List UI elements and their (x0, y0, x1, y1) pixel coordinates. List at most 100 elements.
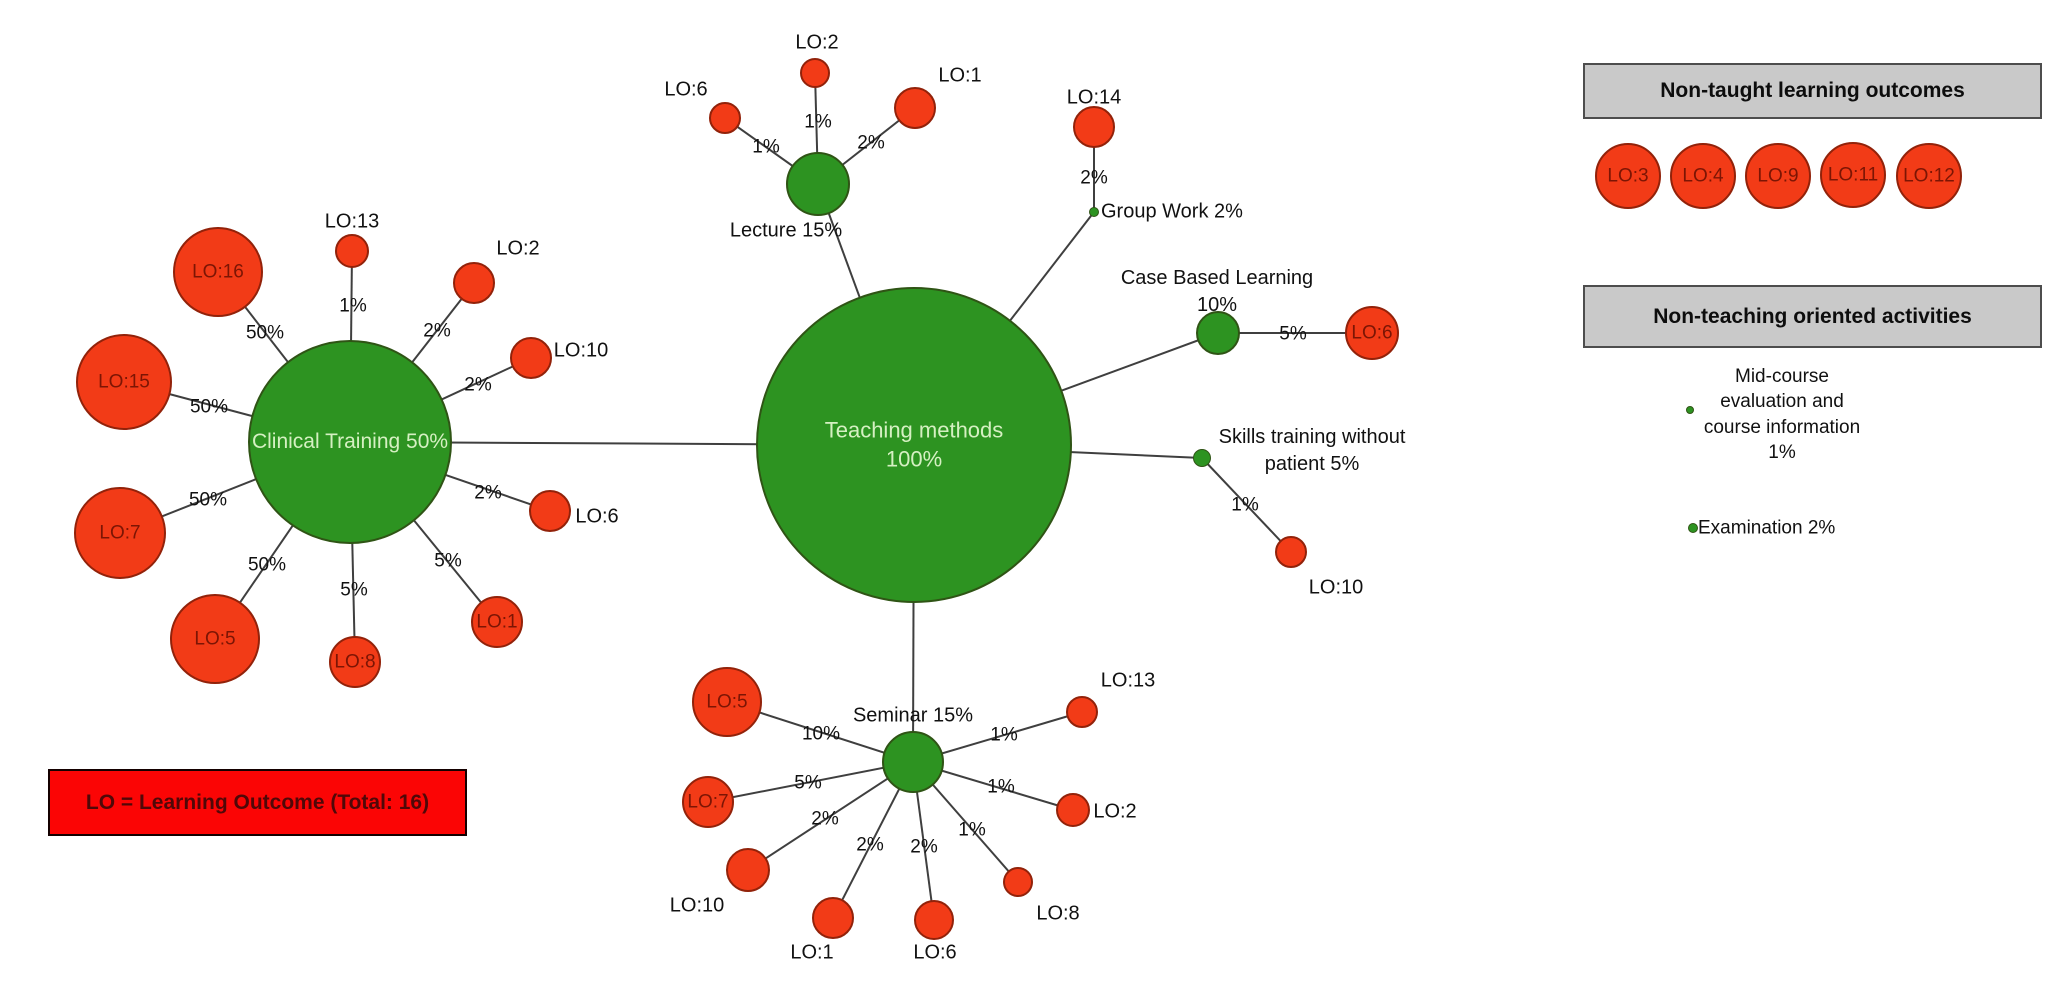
label-seminar-lo1: LO:1 (790, 941, 834, 964)
node-skills (1193, 449, 1211, 467)
node-cbl-lo6 (1345, 306, 1399, 360)
edge-seminar-lo7 (707, 761, 914, 803)
node-lecture-lo2 (800, 58, 830, 88)
non-taught-circle-lo11 (1820, 142, 1886, 208)
edge-label-clinical-lo7: 50% (188, 489, 228, 511)
label-clinical-lo7: LO:7 (99, 522, 141, 544)
edge-label-clinical-lo1: 5% (434, 550, 462, 572)
edge-label-lecture-lo6: 1% (752, 136, 780, 158)
node-clinical-lo7 (74, 487, 166, 579)
edge-label-lecture-lo2: 1% (804, 111, 832, 133)
edge-label-seminar-lo13: 1% (990, 724, 1018, 746)
activity-dot-0 (1686, 406, 1694, 414)
edge-label-clinical-lo16: 50% (245, 322, 285, 344)
label-cbl: Case Based Learning 10% (1120, 267, 1314, 316)
node-skills-lo10 (1275, 536, 1307, 568)
node-seminar-lo2 (1056, 793, 1090, 827)
label-clinical-lo6: LO:6 (575, 505, 619, 528)
label-teaching: Teaching methods 100% (824, 417, 1004, 472)
node-groupwork (1089, 207, 1099, 217)
node-seminar-lo5 (692, 667, 762, 737)
node-lecture (786, 152, 850, 216)
non-taught-header: Non-taught learning outcomes (1583, 63, 2042, 119)
label-clinical-lo8: LO:8 (334, 651, 376, 673)
node-clinical-lo16 (173, 227, 263, 317)
node-seminar-lo10 (726, 848, 770, 892)
edge-skills-lo10 (1201, 457, 1292, 553)
label-seminar-lo8: LO:8 (1036, 902, 1080, 925)
non-taught-circle-lo9 (1745, 143, 1811, 209)
label-seminar-lo13: LO:13 (1100, 669, 1156, 692)
label-clinical-lo13: LO:13 (324, 210, 380, 233)
label-clinical-lo16: LO:16 (192, 261, 244, 283)
non-taught-label-lo9: LO:9 (1757, 165, 1799, 187)
non-taught-circle-lo4 (1670, 143, 1736, 209)
node-clinical-lo6 (529, 490, 571, 532)
label-groupwork-lo14: LO:14 (1066, 86, 1122, 109)
non-taught-label-lo4: LO:4 (1682, 165, 1724, 187)
edge-label-seminar-lo10: 2% (811, 808, 839, 830)
edge-label-seminar-lo8: 1% (958, 819, 986, 841)
edge-label-groupwork-lo14: 2% (1080, 167, 1108, 189)
activity-label-1: Examination 2% (1698, 517, 1836, 539)
edge-label-seminar-lo6: 2% (910, 836, 938, 858)
edge-label-seminar-lo5: 10% (801, 723, 841, 745)
node-teaching (756, 287, 1072, 603)
edge-label-skills-lo10: 1% (1231, 494, 1259, 516)
edge-label-clinical-lo13: 1% (339, 295, 367, 317)
node-clinical-lo1 (471, 596, 523, 648)
node-clinical-lo15 (76, 334, 172, 430)
node-clinical (248, 340, 452, 544)
edge-label-clinical-lo15: 50% (189, 396, 229, 418)
node-seminar-lo7 (682, 776, 734, 828)
node-seminar-lo8 (1003, 867, 1033, 897)
node-clinical-lo8 (329, 636, 381, 688)
node-seminar-lo13 (1066, 696, 1098, 728)
node-groupwork-lo14 (1073, 106, 1115, 148)
node-clinical-lo2 (453, 262, 495, 304)
non-taught-label-lo3: LO:3 (1607, 165, 1649, 187)
node-seminar (882, 731, 944, 793)
activity-label-0: Mid-course evaluation and course informa… (1703, 366, 1861, 464)
label-seminar-lo7: LO:7 (687, 791, 729, 813)
label-clinical: Clinical Training 50% (251, 429, 449, 453)
label-lecture: Lecture 15% (729, 219, 843, 242)
label-seminar: Seminar 15% (852, 704, 974, 727)
node-seminar-lo1 (812, 897, 854, 939)
edge-label-clinical-lo5: 50% (247, 554, 287, 576)
node-clinical-lo10 (510, 337, 552, 379)
node-lecture-lo6 (709, 102, 741, 134)
activity-dot-1 (1688, 523, 1698, 533)
node-clinical-lo13 (335, 234, 369, 268)
node-cbl (1196, 311, 1240, 355)
non-taught-circle-lo3 (1595, 143, 1661, 209)
label-skills-lo10: LO:10 (1308, 576, 1364, 599)
label-groupwork: Group Work 2% (1101, 200, 1243, 223)
edge-label-clinical-lo2: 2% (423, 320, 451, 342)
edge-label-seminar-lo1: 2% (856, 834, 884, 856)
label-skills: Skills training without patient 5% (1218, 426, 1406, 475)
non-taught-circle-lo12 (1896, 143, 1962, 209)
legend-label: LO = Learning Outcome (Total: 16) (85, 790, 430, 814)
label-clinical-lo2: LO:2 (496, 237, 540, 260)
label-seminar-lo2: LO:2 (1093, 800, 1137, 823)
label-cbl-lo6: LO:6 (1351, 322, 1393, 344)
edge-label-seminar-lo2: 1% (987, 776, 1015, 798)
label-clinical-lo15: LO:15 (98, 371, 150, 393)
non-teaching-header-label: Non-teaching oriented activities (1653, 304, 1972, 328)
non-taught-header-label: Non-taught learning outcomes (1660, 79, 1965, 102)
edge-label-lecture-lo1: 2% (857, 132, 885, 154)
non-taught-label-lo11: LO:11 (1827, 164, 1879, 186)
label-seminar-lo10: LO:10 (669, 894, 725, 917)
edge-label-cbl-lo6: 5% (1279, 323, 1307, 345)
edge-label-clinical-lo10: 2% (464, 374, 492, 396)
label-clinical-lo10: LO:10 (553, 339, 609, 362)
non-teaching-header: Non-teaching oriented activities (1583, 285, 2042, 348)
label-seminar-lo6: LO:6 (913, 941, 957, 964)
node-seminar-lo6 (914, 900, 954, 940)
node-lecture-lo1 (894, 87, 936, 129)
label-lecture-lo6: LO:6 (664, 78, 708, 101)
edge-label-clinical-lo8: 5% (340, 579, 368, 601)
label-clinical-lo1: LO:1 (476, 611, 518, 633)
